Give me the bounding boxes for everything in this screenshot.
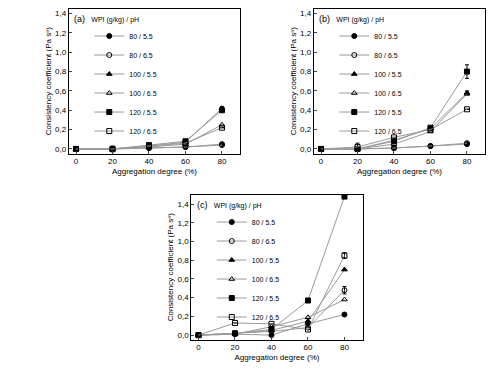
svg-text:0,2: 0,2: [300, 125, 312, 134]
svg-text:20: 20: [108, 157, 117, 166]
svg-text:40: 40: [267, 343, 276, 352]
svg-text:1,0: 1,0: [300, 48, 312, 57]
svg-text:40: 40: [390, 157, 399, 166]
svg-text:WPI (g/kg) / pH: WPI (g/kg) / pH: [91, 16, 139, 24]
svg-text:(a): (a): [74, 14, 85, 24]
svg-text:0,2: 0,2: [177, 312, 189, 321]
svg-text:1,4: 1,4: [177, 200, 189, 209]
svg-text:80: 80: [218, 157, 227, 166]
svg-text:0,0: 0,0: [55, 145, 67, 154]
svg-text:80 / 6.5: 80 / 6.5: [252, 238, 275, 245]
svg-text:20: 20: [231, 343, 240, 352]
svg-text:40: 40: [145, 157, 154, 166]
svg-text:0,8: 0,8: [177, 256, 189, 265]
svg-text:120 / 6.5: 120 / 6.5: [129, 128, 156, 135]
svg-text:1,0: 1,0: [177, 237, 189, 246]
svg-text:0: 0: [319, 157, 324, 166]
svg-text:0,8: 0,8: [55, 67, 67, 76]
svg-text:0,6: 0,6: [300, 87, 312, 96]
svg-text:0: 0: [196, 343, 201, 352]
svg-text:WPI (g/kg) / pH: WPI (g/kg) / pH: [336, 16, 384, 24]
svg-text:100 / 6.5: 100 / 6.5: [374, 90, 401, 97]
svg-text:1,2: 1,2: [55, 29, 67, 38]
svg-text:120 / 6.5: 120 / 6.5: [252, 314, 279, 321]
svg-text:1,2: 1,2: [177, 219, 189, 228]
svg-text:80 / 5.5: 80 / 5.5: [374, 33, 397, 40]
svg-text:80 / 6.5: 80 / 6.5: [129, 52, 152, 59]
svg-text:0: 0: [74, 157, 79, 166]
svg-text:80 / 5.5: 80 / 5.5: [252, 219, 275, 226]
svg-text:Consistency coefficient (Pa sⁿ: Consistency coefficient (Pa sⁿ): [166, 213, 175, 321]
svg-text:0,0: 0,0: [177, 331, 189, 340]
svg-text:Consistency coefficient (Pa sⁿ: Consistency coefficient (Pa sⁿ): [289, 27, 298, 135]
svg-text:120 / 6.5: 120 / 6.5: [374, 128, 401, 135]
svg-text:0,4: 0,4: [55, 106, 67, 115]
svg-text:100 / 5.5: 100 / 5.5: [252, 257, 279, 264]
svg-text:Aggregation degree (%): Aggregation degree (%): [234, 353, 319, 362]
svg-text:0,0: 0,0: [300, 145, 312, 154]
svg-text:0,6: 0,6: [55, 87, 67, 96]
svg-text:60: 60: [181, 157, 190, 166]
svg-text:60: 60: [426, 157, 435, 166]
svg-text:(c): (c): [197, 200, 208, 210]
svg-text:(b): (b): [319, 14, 330, 24]
svg-text:80: 80: [463, 157, 472, 166]
svg-text:60: 60: [304, 343, 313, 352]
svg-text:80 / 6.5: 80 / 6.5: [374, 52, 397, 59]
svg-text:20: 20: [353, 157, 362, 166]
svg-text:80: 80: [340, 343, 349, 352]
svg-text:100 / 6.5: 100 / 6.5: [129, 90, 156, 97]
svg-text:100 / 5.5: 100 / 5.5: [129, 71, 156, 78]
svg-text:120 / 5.5: 120 / 5.5: [129, 109, 156, 116]
svg-text:1,0: 1,0: [55, 48, 67, 57]
svg-text:120 / 5.5: 120 / 5.5: [252, 295, 279, 302]
svg-text:WPI (g/kg) / pH: WPI (g/kg) / pH: [214, 202, 262, 210]
svg-text:120 / 5.5: 120 / 5.5: [374, 109, 401, 116]
svg-text:Consistency coefficient (Pa sⁿ: Consistency coefficient (Pa sⁿ): [44, 27, 53, 135]
svg-text:100 / 6.5: 100 / 6.5: [252, 276, 279, 283]
svg-text:0,6: 0,6: [177, 275, 189, 284]
svg-text:0,4: 0,4: [300, 106, 312, 115]
svg-text:0,8: 0,8: [300, 67, 312, 76]
svg-text:Aggregation degree (%): Aggregation degree (%): [357, 167, 442, 176]
svg-text:1,2: 1,2: [300, 29, 312, 38]
svg-text:Aggregation degree (%): Aggregation degree (%): [112, 167, 197, 176]
svg-text:0,2: 0,2: [55, 125, 67, 134]
svg-text:100 / 5.5: 100 / 5.5: [374, 71, 401, 78]
svg-text:80 / 5.5: 80 / 5.5: [129, 33, 152, 40]
svg-text:1,4: 1,4: [55, 9, 67, 18]
svg-text:1,4: 1,4: [300, 9, 312, 18]
svg-text:0,4: 0,4: [177, 293, 189, 302]
